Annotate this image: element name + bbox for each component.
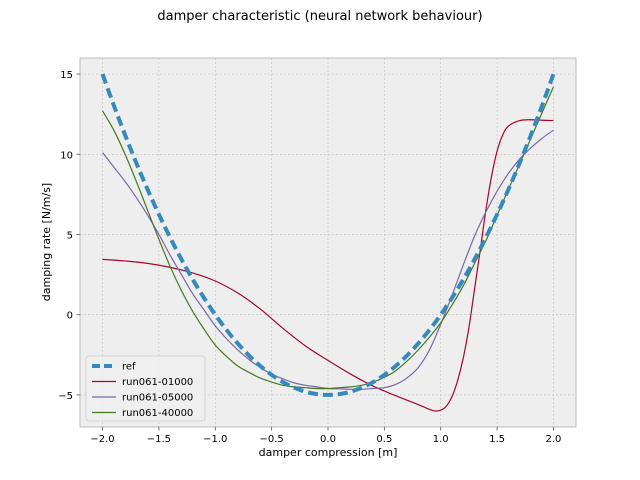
legend: ref run061-01000 run061-05000 run061-40000: [85, 355, 206, 422]
x-axis-label: damper compression [m]: [259, 446, 398, 459]
y-tick-label: 15: [60, 70, 73, 81]
legend-label: run061-05000: [122, 393, 193, 404]
series-line-run061-01000: [102, 119, 554, 412]
legend-frame: [85, 355, 206, 422]
series-lines: [100, 73, 556, 412]
x-tick-label: 1.5: [489, 434, 505, 445]
y-tick-label: 10: [60, 150, 73, 161]
x-tick-label: 1.0: [433, 434, 449, 445]
y-tick-label: −5: [58, 391, 73, 402]
series-line-ref: [100, 73, 556, 397]
legend-label: run061-40000: [122, 408, 193, 419]
x-tick-label: 2.0: [546, 434, 562, 445]
y-axis: −5 0 5 10 15: [58, 70, 80, 402]
grid-lines: [80, 58, 576, 427]
chart-title: damper characteristic (neural network be…: [157, 9, 482, 24]
x-tick-label: −1.0: [203, 434, 227, 445]
y-tick-label: 0: [67, 311, 73, 322]
x-tick-label: 0.0: [320, 434, 336, 445]
x-axis: −2.0 −1.5 −1.0 −0.5 0.0 0.5 1.0 1.5 2.0: [90, 427, 561, 445]
x-tick-label: 0.5: [376, 434, 392, 445]
legend-label: run061-01000: [122, 377, 193, 388]
legend-label: ref: [122, 362, 136, 373]
x-tick-label: −2.0: [90, 434, 114, 445]
y-tick-label: 5: [67, 230, 73, 241]
y-axis-label: damping rate [N/m/s]: [40, 183, 53, 301]
x-tick-label: −0.5: [259, 434, 283, 445]
x-tick-label: −1.5: [147, 434, 171, 445]
